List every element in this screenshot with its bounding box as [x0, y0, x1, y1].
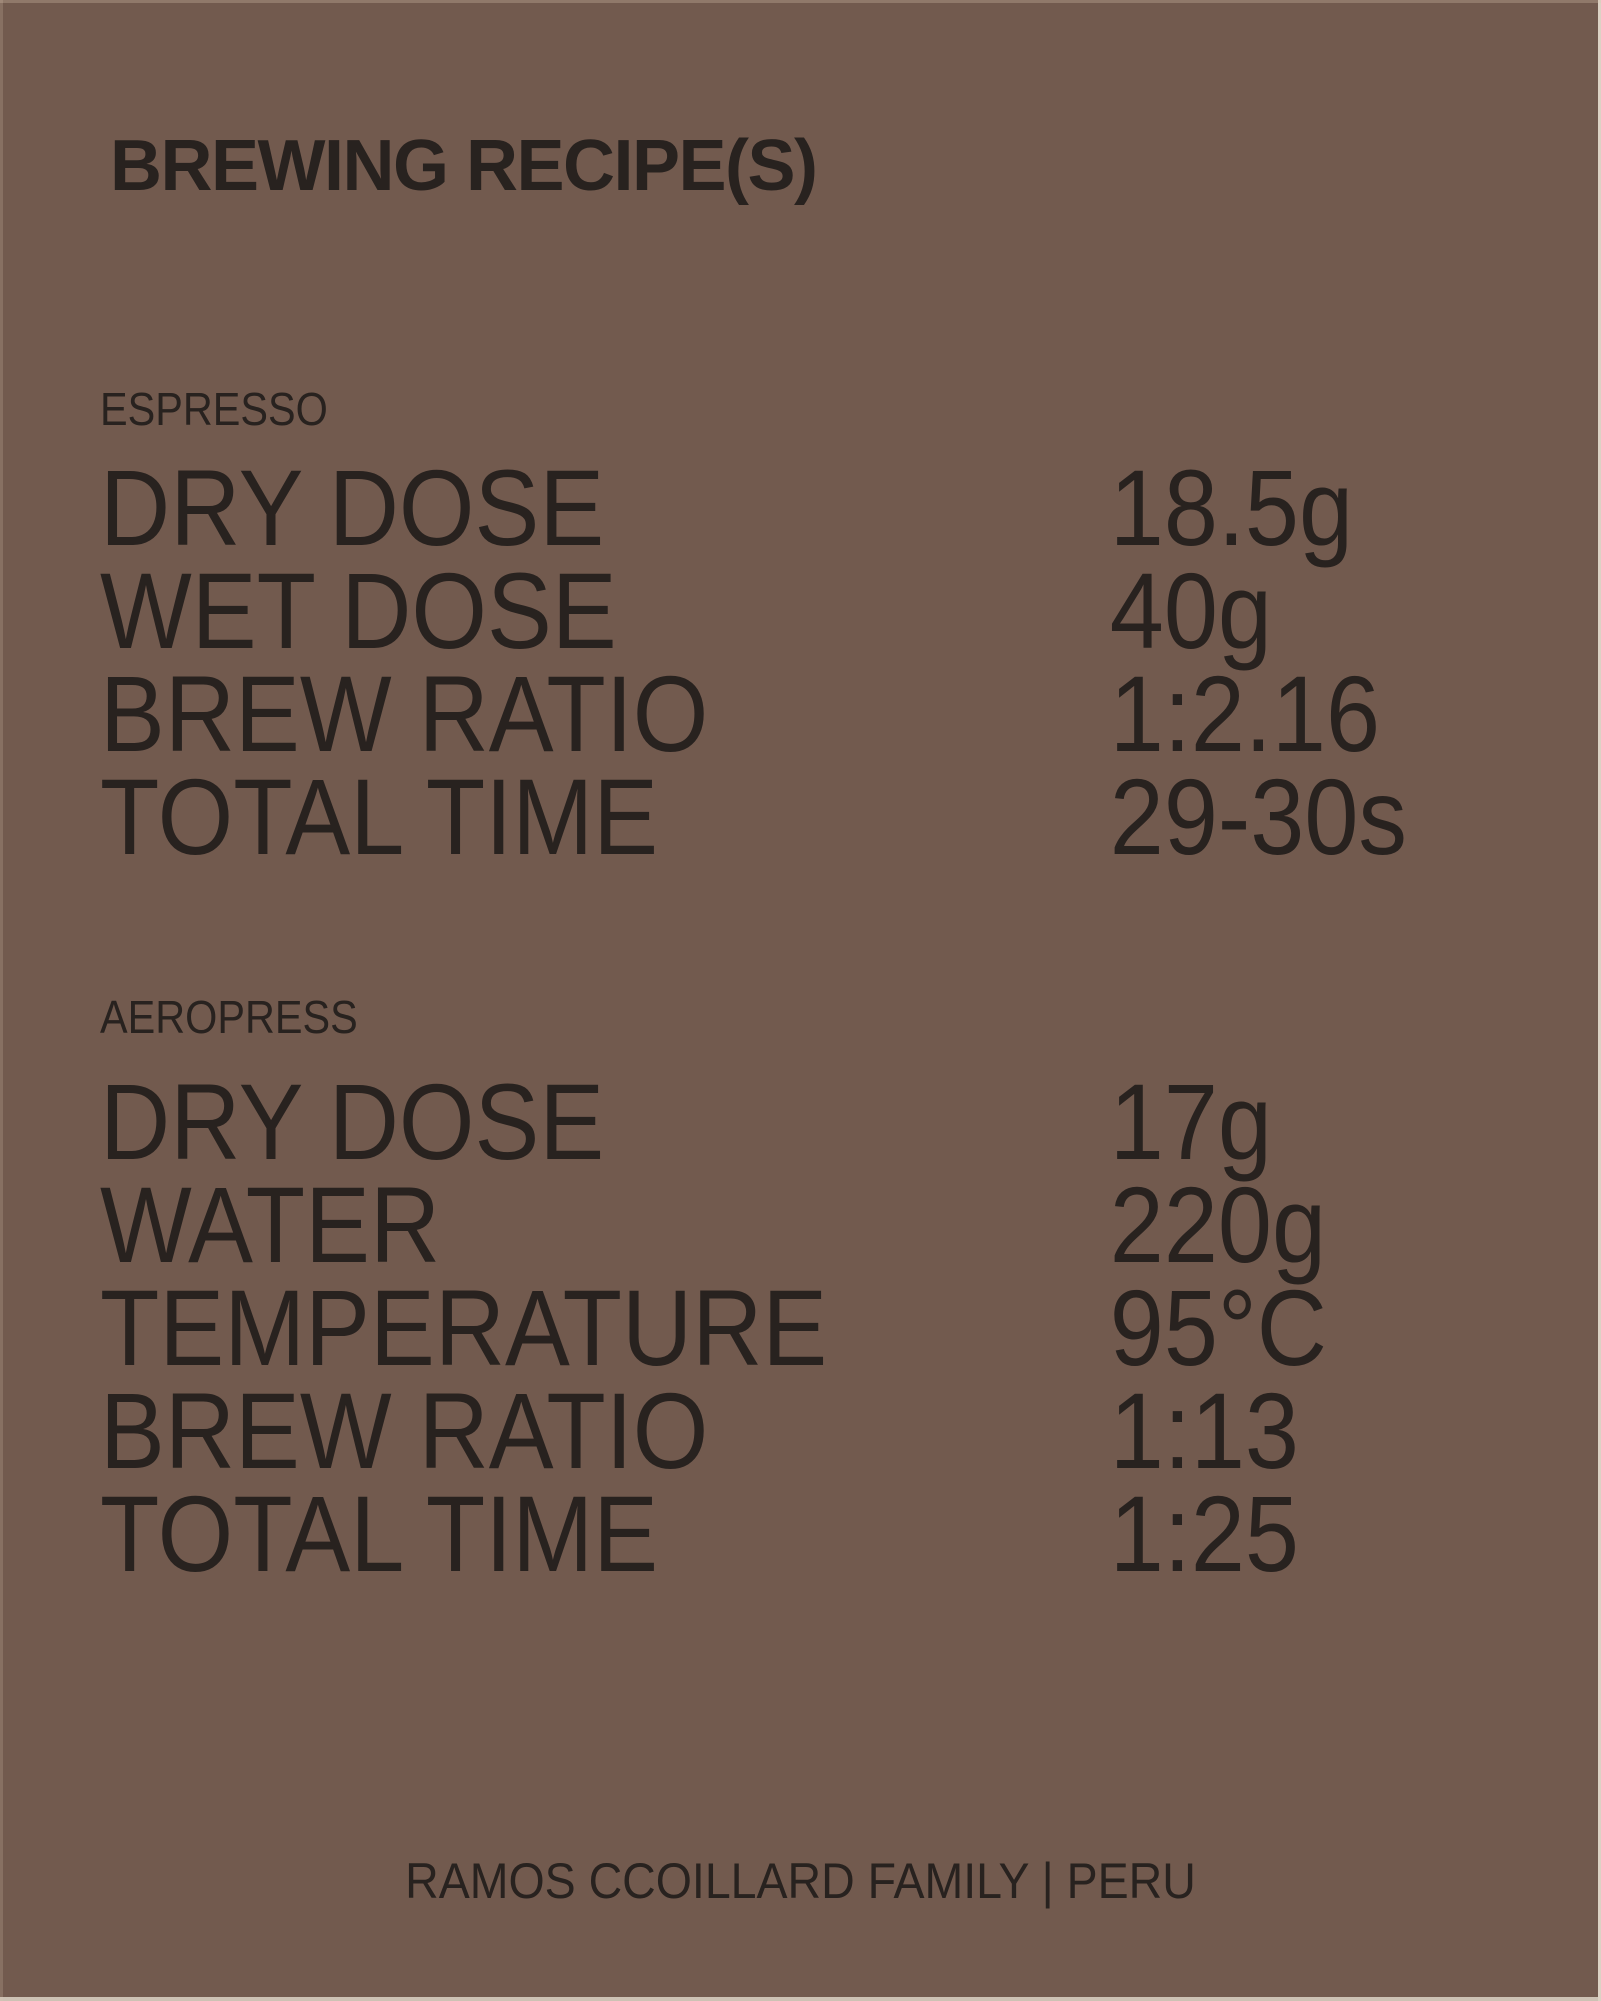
row-label: BREW RATIO: [100, 653, 709, 774]
table-row: WET DOSE 40g: [100, 550, 1432, 671]
row-value: 29-30s: [1109, 756, 1408, 877]
table-row: WATER 220g: [100, 1164, 1432, 1285]
producer-origin-footer: RAMOS CCOILLARD FAMILY | PERU: [405, 1853, 1196, 1909]
row-value: 17g: [1109, 1061, 1272, 1182]
row-label: DRY DOSE: [100, 447, 605, 568]
table-row: BREW RATIO 1:13: [100, 1370, 1432, 1491]
table-row: DRY DOSE 18.5g: [100, 447, 1432, 568]
row-label: TOTAL TIME: [100, 1473, 659, 1594]
row-label: TOTAL TIME: [100, 756, 659, 877]
table-row: DRY DOSE 17g: [100, 1061, 1432, 1182]
section-label-espresso: ESPRESSO: [100, 383, 328, 435]
row-label: WET DOSE: [100, 550, 617, 671]
table-row: TEMPERATURE 95°C: [100, 1267, 1432, 1388]
section-label-aeropress: AEROPRESS: [100, 991, 358, 1043]
row-label: BREW RATIO: [100, 1370, 709, 1491]
row-label: TEMPERATURE: [100, 1267, 828, 1388]
row-value: 1:13: [1109, 1370, 1299, 1491]
row-value: 1:25: [1109, 1473, 1299, 1594]
row-value: 1:2.16: [1109, 653, 1381, 774]
espresso-rows: DRY DOSE 18.5g WET DOSE 40g BREW RATIO 1…: [100, 447, 1580, 877]
table-row: TOTAL TIME 29-30s: [100, 756, 1432, 877]
row-value: 95°C: [1109, 1267, 1327, 1388]
row-value: 40g: [1109, 550, 1272, 671]
page-title: BREWING RECIPE(S): [110, 126, 818, 206]
row-label: WATER: [100, 1164, 441, 1285]
row-label: DRY DOSE: [100, 1061, 605, 1182]
table-row: TOTAL TIME 1:25: [100, 1473, 1432, 1594]
row-value: 220g: [1109, 1164, 1327, 1285]
table-row: BREW RATIO 1:2.16: [100, 653, 1432, 774]
aeropress-rows: DRY DOSE 17g WATER 220g TEMPERATURE 95°C…: [100, 1061, 1580, 1594]
row-value: 18.5g: [1109, 447, 1354, 568]
